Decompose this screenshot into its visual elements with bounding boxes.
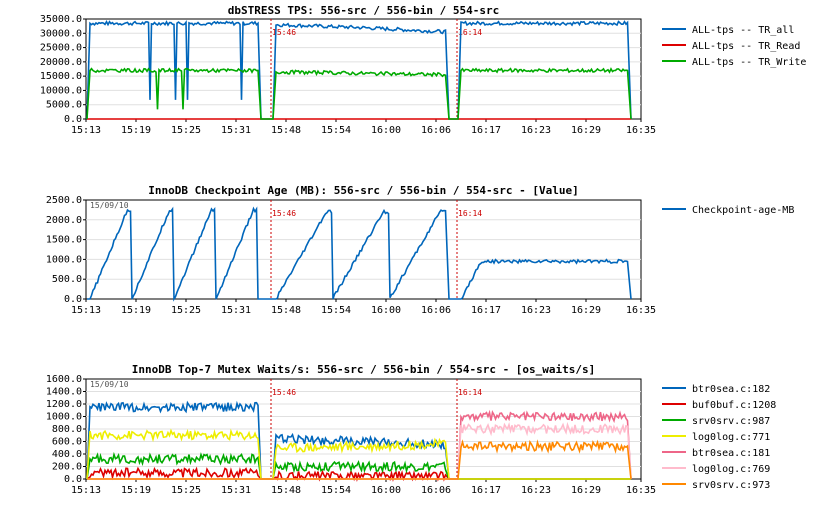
y-tick-label: 1400.0 — [46, 387, 82, 398]
legend-label: buf0buf.c:1208 — [692, 400, 776, 411]
x-tick-label: 16:00 — [371, 305, 401, 316]
chart-3: InnoDB Top-7 Mutex Waits/s: 556-src / 55… — [46, 363, 776, 496]
run-marker-label: 15:46 — [272, 388, 296, 397]
legend-label: btr0sea.c:182 — [692, 384, 770, 395]
x-tick-label: 15:13 — [71, 125, 101, 136]
run-marker-label: 16:14 — [458, 209, 482, 218]
y-tick-label: 1500.0 — [46, 235, 82, 246]
x-tick-label: 16:06 — [421, 305, 451, 316]
y-tick-label: 400.0 — [52, 449, 82, 460]
y-tick-label: 1200.0 — [46, 399, 82, 410]
y-tick-label: 0.0 — [64, 474, 82, 485]
legend-label: ALL-tps -- TR_all — [692, 25, 794, 36]
legend-label: log0log.c:771 — [692, 432, 770, 443]
series-line-4 — [86, 428, 631, 480]
x-tick-label: 16:35 — [626, 125, 656, 136]
legend-label: ALL-tps -- TR_Read — [692, 41, 800, 52]
x-tick-label: 15:13 — [71, 305, 101, 316]
x-tick-label: 15:31 — [221, 305, 251, 316]
x-tick-label: 15:25 — [171, 305, 201, 316]
x-tick-label: 15:25 — [171, 125, 201, 136]
y-tick-label: 2500.0 — [46, 195, 82, 206]
legend-label: srv0srv.c:987 — [692, 416, 770, 427]
x-tick-label: 16:17 — [471, 125, 501, 136]
date-label: 15/09/10 — [90, 380, 129, 389]
x-tick-label: 15:48 — [271, 125, 301, 136]
x-tick-label: 16:23 — [521, 125, 551, 136]
y-tick-label: 20000.0 — [40, 57, 82, 68]
x-tick-label: 15:54 — [321, 125, 351, 136]
x-tick-label: 15:19 — [121, 125, 151, 136]
y-tick-label: 2000.0 — [46, 215, 82, 226]
x-tick-label: 15:31 — [221, 125, 251, 136]
chart-title: InnoDB Top-7 Mutex Waits/s: 556-src / 55… — [132, 363, 596, 376]
plot-area — [85, 199, 642, 300]
legend-label: Checkpoint-age-MB — [692, 205, 794, 216]
y-tick-label: 5000.0 — [46, 100, 82, 111]
legend-label: log0log.c:769 — [692, 464, 770, 475]
y-tick-label: 15000.0 — [40, 71, 82, 82]
y-tick-label: 500.0 — [52, 274, 82, 285]
y-tick-label: 0.0 — [64, 294, 82, 305]
x-tick-label: 16:23 — [521, 305, 551, 316]
x-tick-label: 15:31 — [221, 485, 251, 496]
x-tick-label: 16:06 — [421, 485, 451, 496]
y-tick-label: 1000.0 — [46, 254, 82, 265]
y-tick-label: 600.0 — [52, 437, 82, 448]
x-tick-label: 16:29 — [571, 305, 601, 316]
y-tick-label: 200.0 — [52, 462, 82, 473]
legend-label: srv0srv.c:973 — [692, 480, 770, 491]
x-tick-label: 15:19 — [121, 485, 151, 496]
y-tick-label: 35000.0 — [40, 14, 82, 25]
chart-title: dbSTRESS TPS: 556-src / 556-bin / 554-sr… — [228, 4, 500, 17]
series-line-3 — [86, 67, 632, 120]
x-tick-label: 15:54 — [321, 485, 351, 496]
run-marker-label: 16:14 — [458, 28, 482, 37]
x-tick-label: 16:35 — [626, 485, 656, 496]
x-tick-label: 15:25 — [171, 485, 201, 496]
y-tick-label: 1000.0 — [46, 412, 82, 423]
x-tick-label: 16:17 — [471, 485, 501, 496]
x-tick-label: 16:29 — [571, 485, 601, 496]
x-tick-label: 15:48 — [271, 305, 301, 316]
x-tick-label: 16:17 — [471, 305, 501, 316]
legend-label: ALL-tps -- TR_Write — [692, 57, 806, 68]
run-marker-label: 15:46 — [272, 209, 296, 218]
y-tick-label: 1600.0 — [46, 374, 82, 385]
x-tick-label: 15:48 — [271, 485, 301, 496]
x-tick-label: 15:54 — [321, 305, 351, 316]
series-line-7 — [87, 439, 632, 480]
y-tick-label: 30000.0 — [40, 28, 82, 39]
x-tick-label: 16:00 — [371, 125, 401, 136]
x-tick-label: 16:06 — [421, 125, 451, 136]
y-tick-label: 0.0 — [64, 114, 82, 125]
y-tick-label: 800.0 — [52, 424, 82, 435]
chart-title: InnoDB Checkpoint Age (MB): 556-src / 55… — [148, 184, 578, 197]
chart-2: InnoDB Checkpoint Age (MB): 556-src / 55… — [46, 184, 794, 316]
run-marker-label: 16:14 — [458, 388, 482, 397]
x-tick-label: 16:00 — [371, 485, 401, 496]
x-tick-label: 15:13 — [71, 485, 101, 496]
x-tick-label: 16:29 — [571, 125, 601, 136]
date-label: 15/09/10 — [90, 201, 129, 210]
x-tick-label: 16:35 — [626, 305, 656, 316]
x-tick-label: 16:23 — [521, 485, 551, 496]
y-tick-label: 25000.0 — [40, 43, 82, 54]
y-tick-label: 10000.0 — [40, 85, 82, 96]
series-line-1 — [86, 20, 632, 120]
series-line-1 — [87, 206, 632, 302]
x-tick-label: 15:19 — [121, 305, 151, 316]
legend-label: btr0sea.c:181 — [692, 448, 770, 459]
chart-1: dbSTRESS TPS: 556-src / 556-bin / 554-sr… — [40, 4, 807, 136]
run-marker-label: 15:46 — [272, 28, 296, 37]
